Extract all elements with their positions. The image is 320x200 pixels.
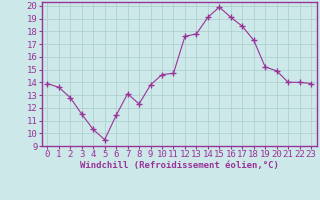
X-axis label: Windchill (Refroidissement éolien,°C): Windchill (Refroidissement éolien,°C) (80, 161, 279, 170)
